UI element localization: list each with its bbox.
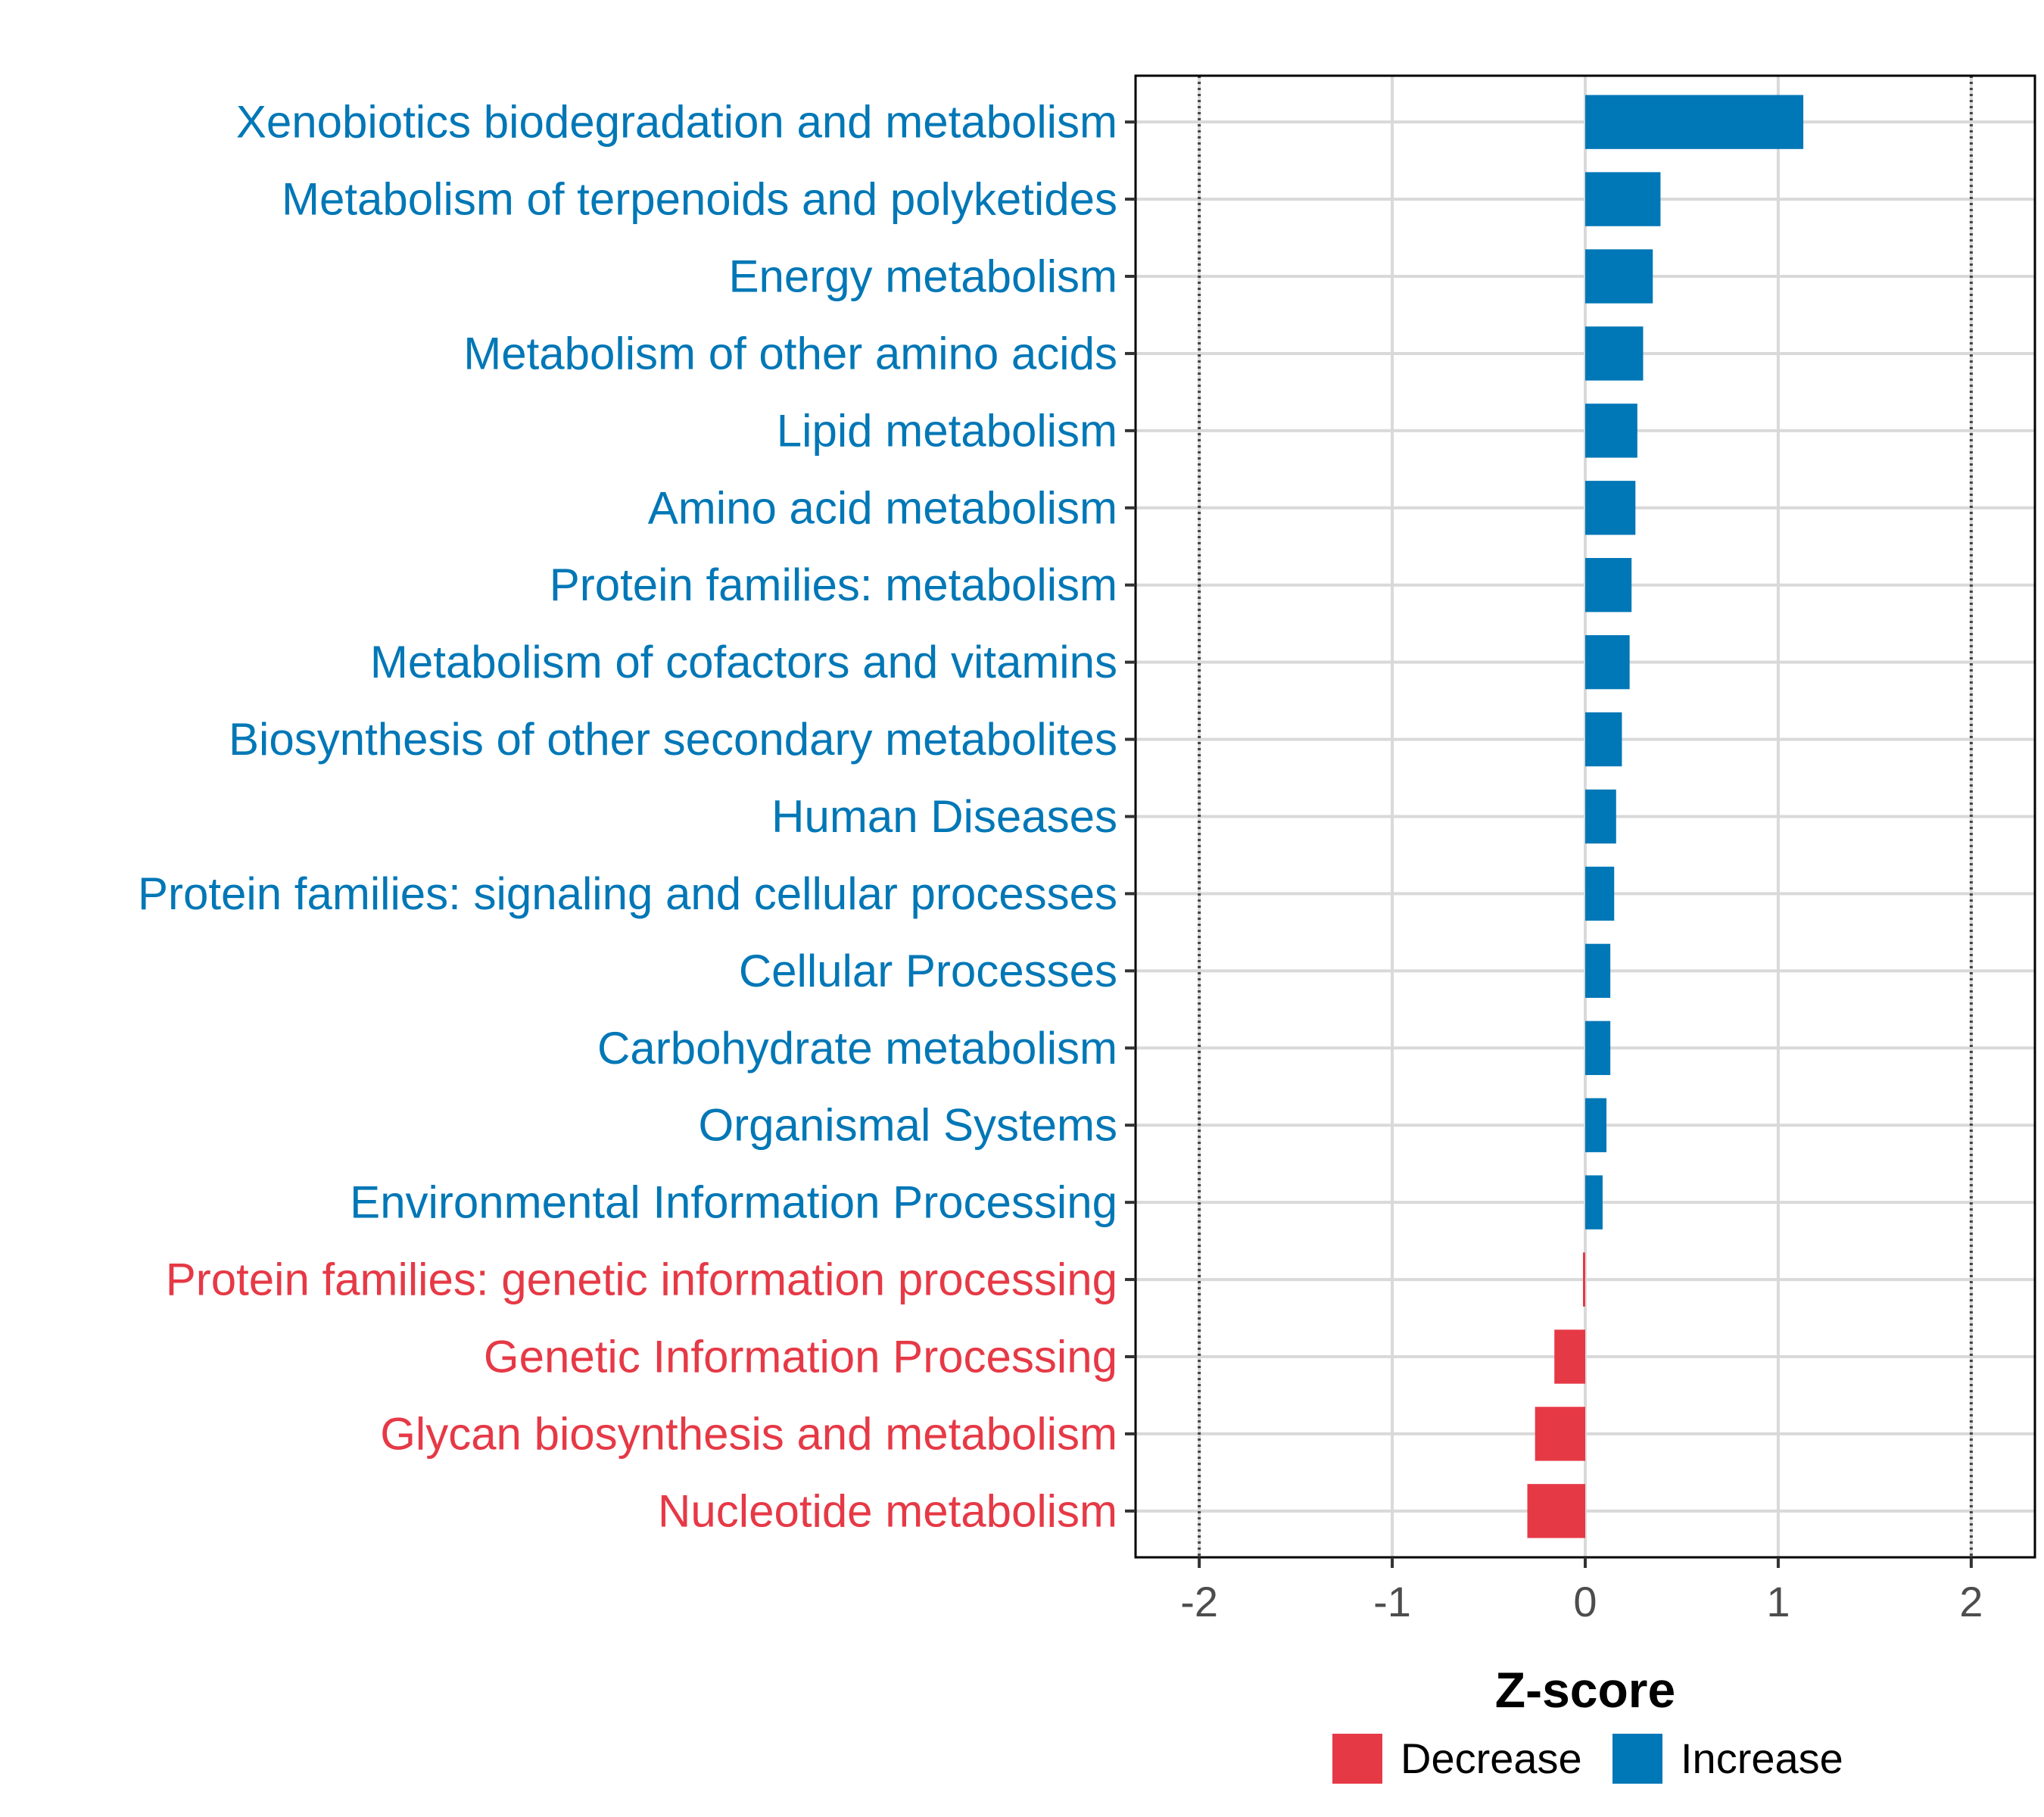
bar [1585, 558, 1632, 612]
category-label: Biosynthesis of other secondary metaboli… [229, 714, 1117, 765]
bar [1585, 95, 1804, 149]
x-tick-label: -2 [1180, 1578, 1218, 1625]
category-label: Environmental Information Processing [350, 1177, 1117, 1228]
category-label: Metabolism of cofactors and vitamins [370, 637, 1117, 687]
bar [1585, 481, 1636, 535]
category-label: Energy metabolism [728, 251, 1117, 302]
bar [1585, 326, 1644, 381]
bar [1585, 404, 1637, 458]
x-tick-label: -1 [1373, 1578, 1411, 1625]
legend-label: Increase [1681, 1734, 1843, 1782]
bar [1585, 634, 1630, 690]
category-label: Xenobiotics biodegradation and metabolis… [236, 97, 1117, 148]
category-label: Genetic Information Processing [484, 1331, 1117, 1382]
bar [1585, 1175, 1603, 1230]
bar [1585, 1098, 1607, 1152]
x-axis: -2 -1 0 1 2 [1180, 1557, 1983, 1625]
bar [1585, 249, 1653, 304]
bar [1535, 1407, 1585, 1461]
category-label: Cellular Processes [739, 946, 1117, 996]
category-label: Human Diseases [771, 791, 1117, 842]
reference-lines [1198, 76, 1973, 1557]
legend-label: Decrease [1401, 1734, 1582, 1782]
bar [1527, 1484, 1585, 1538]
bar [1583, 1252, 1585, 1307]
category-label: Protein families: metabolism [550, 559, 1117, 610]
bar [1585, 1021, 1611, 1075]
bar-layer [1527, 95, 1804, 1538]
category-label: Metabolism of terpenoids and polyketides [282, 174, 1117, 225]
bar [1585, 712, 1622, 767]
category-label: Metabolism of other amino acids [463, 328, 1117, 379]
legend: Decrease Increase [1332, 1734, 1843, 1784]
category-label: Amino acid metabolism [648, 482, 1117, 533]
category-label: Nucleotide metabolism [658, 1485, 1117, 1536]
category-label: Organismal Systems [699, 1100, 1117, 1151]
x-tick-label: 2 [1959, 1578, 1983, 1625]
x-axis-title: Z-score [1495, 1662, 1675, 1718]
bar [1585, 943, 1611, 999]
bar [1585, 789, 1616, 844]
bar [1585, 866, 1615, 921]
y-axis: Xenobiotics biodegradation and metabolis… [138, 97, 1136, 1536]
legend-swatch [1612, 1734, 1662, 1784]
legend-swatch [1332, 1734, 1382, 1784]
category-label: Protein families: genetic information pr… [166, 1254, 1117, 1305]
category-label: Glycan biosynthesis and metabolism [380, 1408, 1117, 1459]
category-label: Protein families: signaling and cellular… [138, 868, 1117, 919]
x-tick-label: 0 [1573, 1578, 1597, 1625]
bar [1554, 1329, 1585, 1384]
x-tick-label: 1 [1766, 1578, 1790, 1625]
category-label: Lipid metabolism [777, 405, 1117, 456]
bar [1585, 172, 1661, 226]
category-label: Carbohydrate metabolism [597, 1023, 1117, 1074]
